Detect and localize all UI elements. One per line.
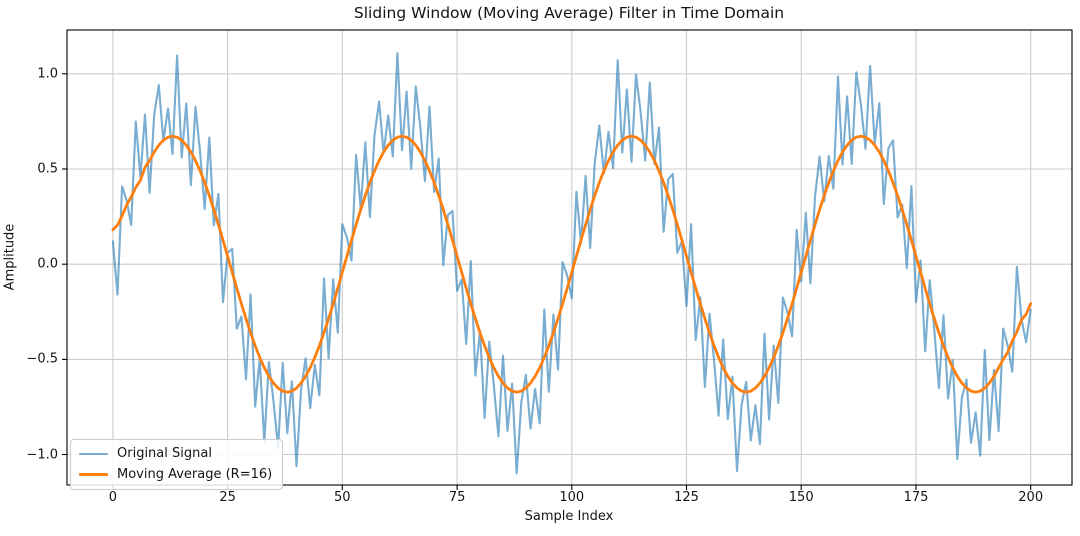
- legend-item-moving-average: Moving Average (R=16): [79, 467, 272, 482]
- y-tick-label: 1.0: [37, 66, 58, 82]
- y-tick-label: 0.5: [37, 161, 58, 177]
- legend-line-sample-original-signal-icon: [79, 452, 108, 455]
- plot-border: [66, 29, 1073, 486]
- x-tick-label: 0: [108, 490, 118, 505]
- legend-item-original-signal: Original Signal: [79, 446, 272, 461]
- x-axis-label: Sample Index: [524, 509, 614, 524]
- series-line-original-signal: [111, 52, 1032, 475]
- y-axis-label: Amplitude: [2, 223, 18, 291]
- x-tick-label: 50: [334, 490, 351, 505]
- legend: Original Signal Moving Average (R=16): [70, 439, 284, 490]
- x-tick-label: 75: [448, 490, 466, 505]
- y-tick-label: −1.0: [26, 447, 58, 462]
- x-tick-label: 200: [1018, 490, 1044, 505]
- x-tick-label: 150: [788, 490, 814, 505]
- x-tick-label: 100: [559, 490, 585, 505]
- y-tick-label: 0.0: [37, 256, 58, 272]
- x-tick-label: 175: [903, 490, 929, 505]
- chart-title: Sliding Window (Moving Average) Filter i…: [353, 4, 785, 22]
- y-tick-label: −0.5: [26, 351, 58, 367]
- x-tick-label: 25: [219, 490, 236, 505]
- legend-label-original-signal: Original Signal: [117, 446, 212, 461]
- legend-label-moving-average: Moving Average (R=16): [117, 467, 273, 482]
- x-tick-label: 125: [674, 490, 699, 505]
- series-line-moving-average-r-16: [111, 134, 1033, 394]
- legend-line-sample-moving-average-icon: [79, 473, 108, 476]
